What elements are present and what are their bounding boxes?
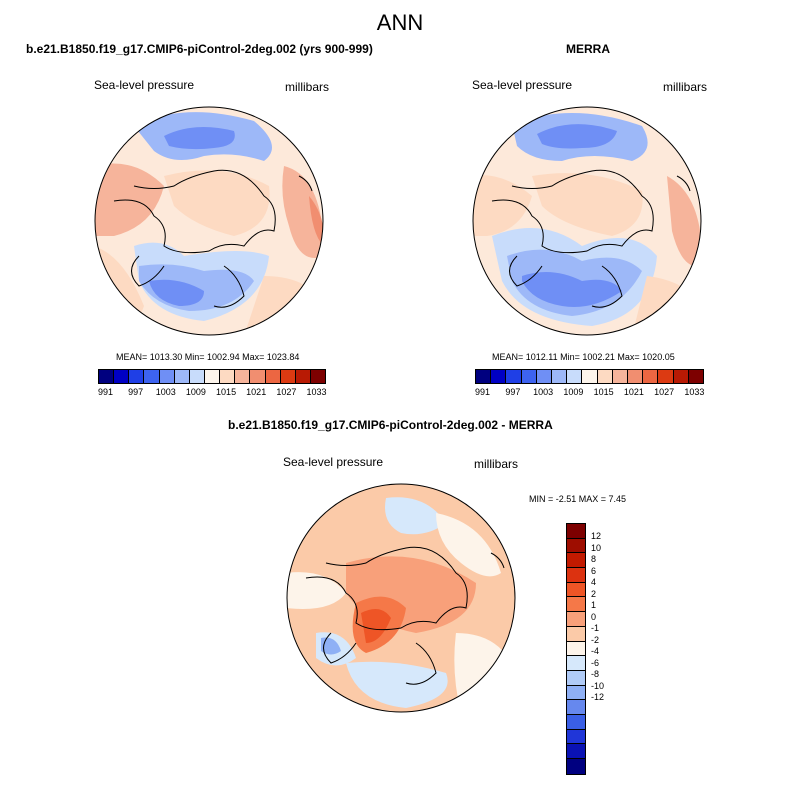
obs-colorbar-swatch bbox=[536, 370, 553, 383]
difference-colorbar-swatch bbox=[567, 612, 585, 627]
obs-polar-map bbox=[472, 106, 702, 336]
obs-colorbar-swatch bbox=[506, 370, 522, 383]
difference-colorbar-swatch bbox=[567, 626, 585, 642]
model-colorbar bbox=[98, 369, 326, 384]
model-colorbar-label: 997 bbox=[128, 387, 144, 397]
difference-colorbar-label: -8 bbox=[591, 669, 600, 679]
figure-title: ANN bbox=[376, 10, 424, 35]
model-colorbar-label: 1027 bbox=[276, 387, 297, 397]
obs-colorbar bbox=[475, 369, 704, 384]
difference-polar-map bbox=[286, 483, 516, 713]
obs-colorbar-swatch bbox=[521, 370, 537, 383]
obs-colorbar-label: 1003 bbox=[533, 387, 554, 397]
diff-stats: MIN = -2.51 MAX = 7.45 bbox=[529, 494, 627, 504]
obs-panel-title: MERRA bbox=[566, 42, 610, 56]
model-colorbar-swatch bbox=[189, 370, 205, 383]
obs-colorbar-label: 1027 bbox=[654, 387, 675, 397]
model-colorbar-swatch bbox=[144, 370, 160, 383]
model-colorbar-swatch bbox=[114, 370, 130, 383]
obs-colorbar-label: 991 bbox=[475, 387, 491, 397]
difference-colorbar-swatch bbox=[567, 744, 585, 759]
model-units-label: millibars bbox=[285, 80, 330, 94]
difference-colorbar-label: 2 bbox=[591, 588, 597, 599]
model-colorbar-label: 1021 bbox=[246, 387, 267, 397]
obs-stats: MEAN= 1012.11 Min= 1002.21 Max= 1020.05 bbox=[492, 352, 675, 362]
model-colorbar-swatch bbox=[159, 370, 175, 383]
model-stats: MEAN= 1013.30 Min= 1002.94 Max= 1023.84 bbox=[116, 352, 300, 362]
difference-colorbar-swatch bbox=[567, 714, 585, 730]
difference-colorbar-label: -4 bbox=[591, 646, 600, 656]
difference-colorbar-label: 1 bbox=[591, 600, 597, 610]
difference-colorbar-label: -6 bbox=[591, 657, 600, 668]
model-colorbar-swatch bbox=[280, 370, 296, 383]
obs-colorbar-label: 1021 bbox=[623, 387, 644, 397]
obs-colorbar-swatch bbox=[491, 370, 507, 383]
obs-colorbar-label: 1033 bbox=[684, 387, 705, 397]
obs-colorbar-swatch bbox=[658, 370, 674, 383]
obs-colorbar-swatch bbox=[582, 370, 598, 383]
obs-colorbar-label: 1015 bbox=[593, 387, 614, 397]
obs-units-label: millibars bbox=[663, 80, 708, 94]
model-colorbar-label: 1015 bbox=[216, 387, 237, 397]
difference-colorbar-swatch bbox=[567, 729, 585, 745]
model-colorbar-label: 1009 bbox=[185, 387, 206, 397]
obs-colorbar-swatch bbox=[612, 370, 629, 383]
difference-colorbar-swatch bbox=[567, 641, 585, 657]
model-colorbar-swatch bbox=[295, 370, 311, 383]
obs-colorbar-swatch bbox=[673, 370, 689, 383]
difference-colorbar-label: 6 bbox=[591, 565, 597, 576]
model-colorbar-swatch bbox=[265, 370, 281, 383]
difference-colorbar-label: -10 bbox=[591, 680, 605, 691]
difference-colorbar-swatch bbox=[567, 700, 585, 715]
model-variable-label: Sea-level pressure bbox=[94, 78, 195, 92]
model-colorbar-label: 1033 bbox=[306, 387, 327, 397]
obs-colorbar-swatch bbox=[688, 370, 704, 383]
difference-colorbar-swatch bbox=[567, 568, 585, 583]
difference-colorbar-swatch bbox=[567, 553, 585, 569]
model-colorbar-label: 991 bbox=[98, 387, 114, 397]
model-colorbar-swatch bbox=[174, 370, 190, 383]
model-colorbar-swatch bbox=[310, 370, 326, 383]
difference-colorbar-swatch bbox=[567, 759, 585, 774]
difference-colorbar-swatch bbox=[567, 670, 585, 686]
model-colorbar-swatch bbox=[204, 370, 221, 383]
model-panel-title: b.e21.B1850.f19_g17.CMIP6-piControl-2deg… bbox=[26, 42, 373, 56]
difference-colorbar-swatch bbox=[567, 582, 585, 598]
obs-colorbar-swatch bbox=[552, 370, 568, 383]
difference-colorbar bbox=[566, 523, 586, 775]
obs-colorbar-label: 1009 bbox=[563, 387, 584, 397]
difference-colorbar-label: 12 bbox=[591, 531, 602, 541]
obs-variable-label: Sea-level pressure bbox=[472, 78, 573, 92]
model-colorbar-label: 1003 bbox=[155, 387, 176, 397]
model-colorbar-swatch bbox=[235, 370, 251, 383]
difference-colorbar-label: 10 bbox=[591, 542, 602, 553]
difference-colorbar-label: 0 bbox=[591, 611, 597, 622]
difference-colorbar-label: -12 bbox=[591, 692, 605, 702]
model-colorbar-swatch bbox=[99, 370, 115, 383]
difference-colorbar-swatch bbox=[567, 538, 585, 554]
difference-colorbar-swatch bbox=[567, 597, 585, 613]
difference-colorbar-label: -2 bbox=[591, 634, 600, 645]
obs-colorbar-swatch bbox=[476, 370, 492, 383]
diff-units-label: millibars bbox=[474, 457, 519, 471]
diff-variable-label: Sea-level pressure bbox=[283, 455, 384, 469]
difference-colorbar-swatch bbox=[567, 685, 585, 701]
diff-panel-title: b.e21.B1850.f19_g17.CMIP6-piControl-2deg… bbox=[228, 418, 553, 432]
obs-colorbar-swatch bbox=[643, 370, 659, 383]
model-colorbar-swatch bbox=[220, 370, 236, 383]
difference-colorbar-swatch bbox=[567, 656, 585, 671]
model-polar-map bbox=[94, 106, 324, 336]
obs-colorbar-label: 997 bbox=[505, 387, 521, 397]
difference-colorbar-label: 8 bbox=[591, 554, 597, 564]
difference-colorbar-label: -1 bbox=[591, 623, 600, 633]
difference-colorbar-swatch bbox=[567, 524, 585, 539]
obs-colorbar-swatch bbox=[597, 370, 613, 383]
model-colorbar-swatch bbox=[129, 370, 145, 383]
obs-colorbar-swatch bbox=[628, 370, 644, 383]
difference-colorbar-label: 4 bbox=[591, 577, 597, 587]
obs-colorbar-swatch bbox=[567, 370, 583, 383]
model-colorbar-swatch bbox=[250, 370, 266, 383]
